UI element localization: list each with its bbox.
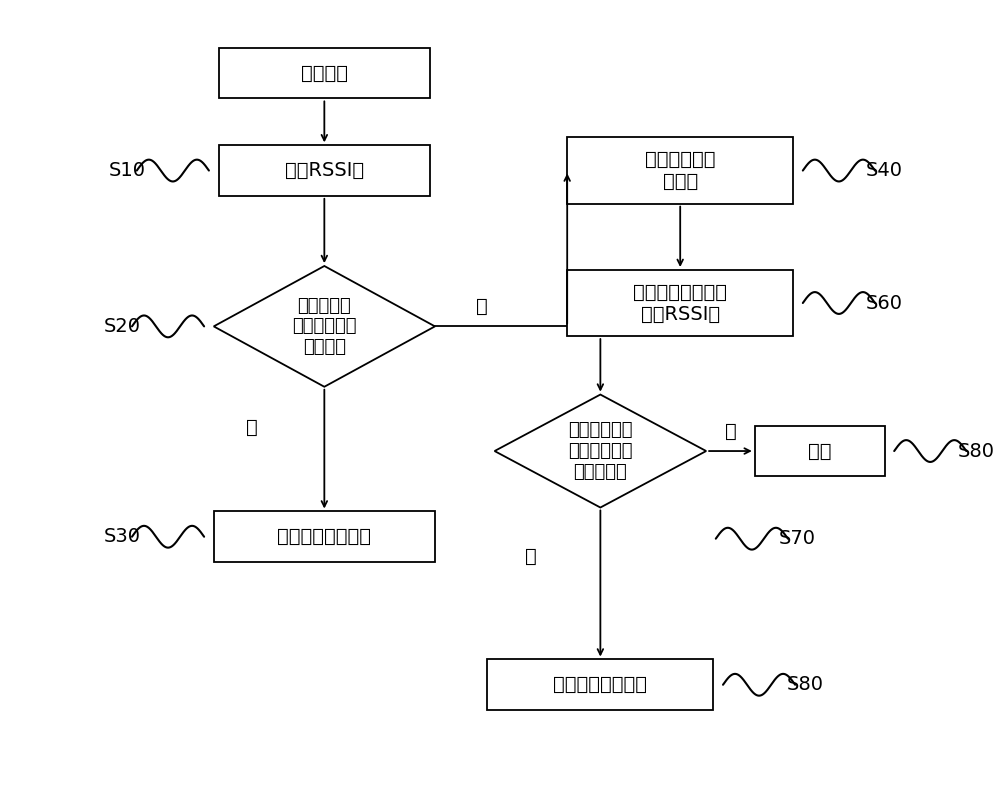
FancyBboxPatch shape <box>567 137 793 204</box>
Text: S40: S40 <box>866 161 903 180</box>
Text: 关机: 关机 <box>808 442 831 461</box>
Text: S60: S60 <box>866 293 903 312</box>
Text: 与预设值比
较，判断门窗
是否关闭: 与预设值比 较，判断门窗 是否关闭 <box>292 297 357 356</box>
Text: S80: S80 <box>786 676 823 694</box>
Text: S70: S70 <box>779 529 816 548</box>
Text: 一段时间后，再次
读取RSSI值: 一段时间后，再次 读取RSSI值 <box>633 282 727 324</box>
Text: 向用户发出警
告信号: 向用户发出警 告信号 <box>645 150 715 191</box>
FancyBboxPatch shape <box>219 145 430 196</box>
FancyBboxPatch shape <box>487 660 713 710</box>
Text: 读取RSSI值: 读取RSSI值 <box>285 161 364 180</box>
Text: 是: 是 <box>246 418 258 437</box>
Text: S30: S30 <box>104 527 141 546</box>
Text: 是: 是 <box>525 546 537 565</box>
FancyBboxPatch shape <box>755 426 885 477</box>
Text: S20: S20 <box>104 317 141 336</box>
Polygon shape <box>495 395 706 508</box>
FancyBboxPatch shape <box>567 270 793 336</box>
Text: 再次与预设值
比较，判断门
窗是否关闭: 再次与预设值 比较，判断门 窗是否关闭 <box>568 421 633 481</box>
Text: 空调设备正常运行: 空调设备正常运行 <box>277 527 371 546</box>
Text: S80: S80 <box>957 442 994 461</box>
Text: 否: 否 <box>476 297 488 316</box>
Text: 空调开机: 空调开机 <box>301 63 348 82</box>
FancyBboxPatch shape <box>214 511 435 562</box>
Text: 空调设备正常运行: 空调设备正常运行 <box>553 676 647 694</box>
Polygon shape <box>214 266 435 387</box>
Text: 否: 否 <box>725 422 736 441</box>
Text: S10: S10 <box>109 161 146 180</box>
FancyBboxPatch shape <box>219 48 430 98</box>
